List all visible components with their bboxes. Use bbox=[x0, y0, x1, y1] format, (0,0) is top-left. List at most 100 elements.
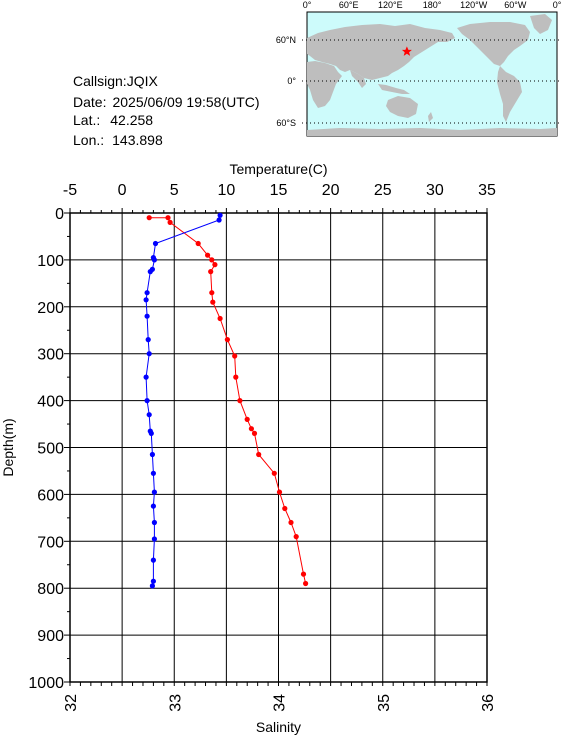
depth-axis-label: Depth(m) bbox=[0, 418, 16, 476]
temperature-series bbox=[146, 215, 309, 587]
plot-frame bbox=[69, 212, 488, 683]
salinity-tick-label: 32 bbox=[63, 694, 80, 712]
depth-tick-labels: 0 100 200 300 400 500 600 700 800 900 1000 bbox=[28, 206, 64, 692]
temperature-point bbox=[165, 215, 171, 221]
lat-row: Lat.: 42.258 bbox=[73, 112, 153, 128]
map-land-eurasia bbox=[307, 24, 455, 80]
temperature-tick-label: 0 bbox=[118, 182, 127, 199]
depth-tick-label: 0 bbox=[55, 206, 64, 223]
depth-tick-label: 500 bbox=[37, 441, 64, 458]
map-lon-label: 180° bbox=[423, 0, 442, 10]
map-lon-label: 60°W bbox=[504, 0, 527, 10]
temperature-point bbox=[271, 470, 277, 476]
world-map: 0° 60°E 120°E 180° 120°W 60°W 0° 60°N 0° 60°S bbox=[276, 0, 562, 137]
map-lat-label: 60°S bbox=[276, 118, 296, 128]
salinity-tick-labels: 32 33 34 35 36 bbox=[63, 694, 497, 712]
date-value: 2025/06/09 19:58(UTC) bbox=[112, 94, 259, 110]
salinity-tick-label: 33 bbox=[167, 694, 184, 712]
temperature-point bbox=[205, 252, 211, 258]
temperature-point bbox=[288, 519, 294, 526]
map-land-south-america bbox=[497, 66, 522, 122]
map-longitude-labels: 0° 60°E 120°E 180° 120°W 60°W 0° bbox=[303, 0, 562, 10]
temperature-tick-label: 15 bbox=[270, 182, 288, 199]
temperature-tick-label: 5 bbox=[170, 182, 179, 199]
temperature-axis-label: Temperature(C) bbox=[229, 161, 327, 177]
map-lat-label: 0° bbox=[287, 76, 296, 86]
salinity-tick-label: 36 bbox=[480, 694, 497, 712]
temperature-point bbox=[300, 571, 307, 577]
temperature-point bbox=[233, 374, 239, 380]
temperature-point bbox=[248, 426, 254, 432]
salinity-point bbox=[150, 557, 156, 563]
salinity-point bbox=[143, 297, 149, 303]
map-lon-label: 60°E bbox=[339, 0, 359, 10]
lon-row: Lon.: 143.898 bbox=[73, 132, 163, 148]
salinity-point bbox=[149, 583, 155, 589]
depth-tick-label: 400 bbox=[37, 394, 64, 411]
temperature-point bbox=[146, 215, 152, 221]
temperature-point bbox=[251, 430, 258, 436]
lat-value: 42.258 bbox=[110, 112, 153, 128]
salinity-point bbox=[144, 290, 150, 296]
temperature-tick-label: 20 bbox=[322, 182, 340, 199]
salinity-point bbox=[145, 337, 151, 343]
temperature-point bbox=[244, 416, 250, 422]
temperature-point bbox=[208, 269, 214, 275]
map-land-india bbox=[350, 70, 366, 88]
date-row: Date: 2025/06/09 19:58(UTC) bbox=[73, 94, 260, 110]
chart-grid bbox=[69, 212, 488, 683]
map-land-nz bbox=[428, 112, 433, 122]
callsign-row: Callsign:JQIX bbox=[73, 73, 158, 89]
salinity-point bbox=[217, 212, 223, 218]
temperature-point bbox=[237, 398, 243, 404]
map-lon-label: 0° bbox=[303, 0, 312, 10]
salinity-point bbox=[148, 430, 154, 436]
salinity-axis-label: Salinity bbox=[256, 719, 301, 735]
lon-value: 143.898 bbox=[112, 132, 163, 148]
depth-tick-label: 200 bbox=[37, 300, 64, 317]
temperature-tick-label: 25 bbox=[374, 182, 392, 199]
salinity-tick-label: 35 bbox=[376, 694, 393, 712]
salinity-point bbox=[146, 412, 152, 418]
salinity-point bbox=[216, 217, 222, 223]
temperature-point bbox=[217, 315, 223, 322]
profile-chart: 0 100 200 300 400 500 600 700 800 900 1000 -5 0 5 10 1… bbox=[0, 161, 497, 735]
depth-tick-label: 100 bbox=[37, 253, 64, 270]
salinity-point bbox=[146, 351, 152, 357]
date-label: Date: bbox=[73, 94, 106, 110]
salinity-series bbox=[143, 212, 223, 589]
temperature-point bbox=[224, 337, 230, 343]
map-land-africa bbox=[307, 61, 342, 108]
depth-tick-label: 600 bbox=[37, 487, 64, 504]
map-land-greenland bbox=[530, 14, 552, 34]
temperature-point bbox=[276, 489, 283, 495]
temperature-point bbox=[209, 257, 215, 263]
depth-tick-label: 300 bbox=[37, 347, 64, 364]
temperature-point bbox=[210, 299, 216, 305]
salinity-point bbox=[151, 489, 157, 495]
map-lon-label: 0° bbox=[553, 0, 562, 10]
temperature-tick-label: 35 bbox=[478, 182, 496, 199]
salinity-point bbox=[144, 398, 150, 404]
temperature-tick-label: 10 bbox=[217, 182, 235, 199]
temperature-point bbox=[212, 262, 218, 268]
salinity-point bbox=[147, 269, 153, 275]
lon-label: Lon.: bbox=[73, 132, 104, 148]
callsign-value: JQIX bbox=[127, 73, 159, 89]
salinity-point bbox=[150, 503, 156, 509]
temperature-tick-label: 30 bbox=[426, 182, 444, 199]
salinity-point bbox=[151, 519, 157, 526]
salinity-point bbox=[150, 470, 156, 476]
map-lon-label: 120°W bbox=[460, 0, 488, 10]
depth-tick-label: 800 bbox=[37, 581, 64, 598]
salinity-point bbox=[143, 374, 149, 380]
chart-series bbox=[143, 212, 309, 589]
temperature-point bbox=[195, 240, 201, 247]
salinity-point bbox=[151, 257, 157, 263]
map-land-antarctica bbox=[307, 128, 557, 136]
temperature-point bbox=[303, 580, 309, 587]
depth-tick-label: 700 bbox=[37, 534, 64, 551]
temperature-point bbox=[256, 451, 262, 458]
temperature-point bbox=[209, 290, 215, 296]
